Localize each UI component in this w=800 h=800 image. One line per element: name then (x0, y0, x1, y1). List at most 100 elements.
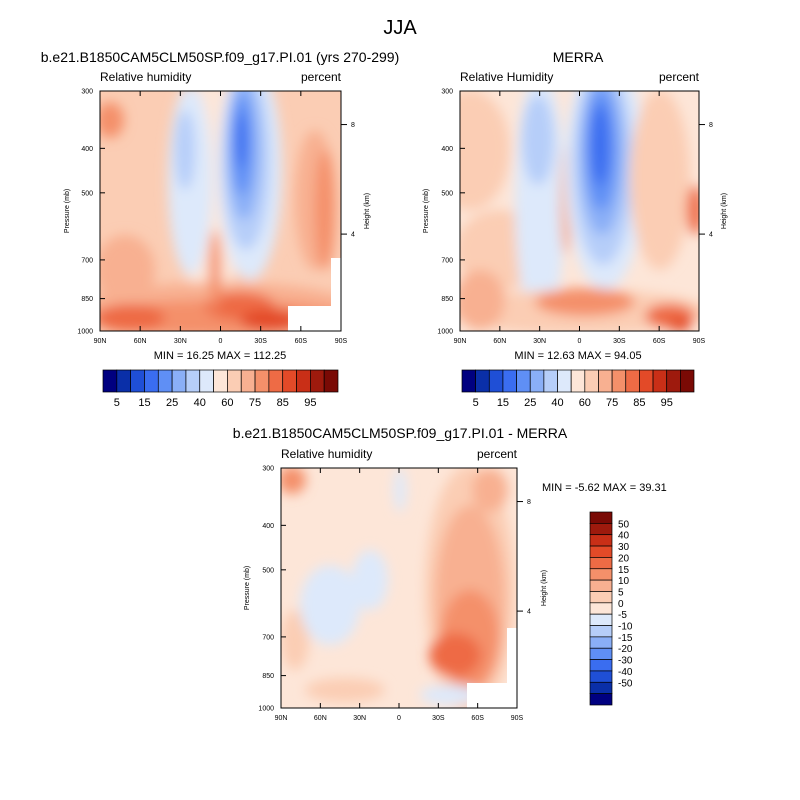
height-tick-label: 4 (527, 609, 531, 616)
colorbar-swatch (296, 369, 311, 393)
colorbar-label: 95 (661, 397, 673, 409)
x-tick-label: 30S (432, 715, 445, 722)
colorbar-swatch (589, 625, 613, 638)
x-tick-label: 60S (471, 715, 484, 722)
panel-right-label: percent (659, 70, 700, 84)
contour-field (281, 468, 517, 708)
colorbar-label: 5 (473, 397, 479, 409)
x-axis: 90N 60N 30N 0 30S 60S 90S (94, 91, 348, 345)
height-axis-label: Height (km) (721, 193, 728, 229)
colorbar-swatch (502, 369, 517, 393)
colorbar-swatch (240, 369, 256, 393)
colorbar-swatch (529, 369, 545, 393)
colorbar-swatch (589, 693, 613, 706)
colorbar-swatch (589, 659, 613, 672)
colorbar-swatch (323, 369, 339, 393)
colorbar-swatch (130, 369, 145, 393)
y-tick-label: 700 (262, 634, 274, 641)
colorbar-swatch (652, 369, 668, 393)
x-tick-label: 30S (254, 338, 267, 345)
colorbar-swatch (199, 369, 214, 393)
y-tick-label: 400 (81, 146, 93, 153)
colorbar-swatch (639, 369, 654, 393)
colorbar-swatch (584, 369, 599, 393)
colorbar-swatch (268, 369, 284, 393)
colorbar-swatch (589, 602, 613, 615)
colorbar-swatch (589, 579, 613, 592)
x-tick-label: 60N (493, 338, 506, 345)
colorbar-swatch (589, 568, 613, 581)
height-axis: 84 (341, 122, 355, 239)
colorbar-label: 95 (304, 397, 316, 409)
x-axis: 90N 60N 30N 0 30S 60S 90S (275, 468, 524, 722)
height-axis-label: Height (km) (541, 570, 548, 606)
height-tick-label: 8 (351, 122, 355, 129)
colorbar-label: -50 (618, 678, 633, 689)
panel-title: b.e21.B1850CAM5CLM50SP.f09_g17.PI.01 (yr… (41, 49, 400, 65)
panel-right-label: percent (301, 70, 342, 84)
height-tick-label: 8 (527, 499, 531, 506)
colorbar-swatch (116, 369, 131, 393)
colorbar-label: 10 (618, 576, 630, 587)
y-tick-label: 300 (81, 89, 93, 96)
height-tick-label: 4 (351, 232, 355, 239)
colorbar-label: -10 (618, 622, 633, 633)
colorbar-label: 40 (618, 531, 630, 542)
colorbar-swatch (310, 369, 325, 393)
x-tick-label: 90S (511, 715, 524, 722)
colorbar-swatch (589, 511, 613, 524)
colorbar-swatch (625, 369, 640, 393)
colorbar-swatch (589, 681, 613, 694)
y-tick-label: 500 (81, 190, 93, 197)
colorbar-swatch (611, 369, 627, 393)
x-tick-label: 60S (653, 338, 666, 345)
panel-left-label: Relative humidity (281, 447, 372, 461)
colorbar-label: 60 (579, 397, 591, 409)
x-tick-label: 90S (335, 338, 348, 345)
x-tick-label: 90N (94, 338, 107, 345)
colorbar-swatch (589, 636, 613, 649)
x-tick-label: 0 (219, 338, 223, 345)
x-tick-label: 60N (134, 338, 147, 345)
colorbar-label: 20 (618, 553, 630, 564)
min-max-stats: MIN = 16.25 MAX = 112.25 (154, 350, 286, 362)
colorbar-label: 85 (277, 397, 289, 409)
y-axis-label: Pressure (mb) (244, 566, 251, 610)
height-axis: 84 (699, 122, 713, 239)
colorbar-label: -30 (618, 656, 633, 667)
panel-left-label: Relative Humidity (460, 70, 553, 84)
y-tick-label: 700 (441, 257, 453, 264)
height-axis: 84 (517, 499, 531, 616)
colorbar-label: 25 (166, 397, 178, 409)
colorbar-label: 15 (618, 565, 630, 576)
contour-field (100, 91, 341, 331)
colorbar-label: 75 (606, 397, 618, 409)
colorbar-swatch (516, 369, 531, 393)
colorbar-swatch (102, 369, 118, 393)
colorbar-swatch (185, 369, 201, 393)
y-tick-label: 850 (262, 673, 274, 680)
x-tick-label: 30N (353, 715, 366, 722)
x-axis: 90N 60N 30N 0 30S 60S 90S (454, 91, 706, 345)
y-tick-label: 850 (81, 296, 93, 303)
colorbar-swatch (282, 369, 297, 393)
x-tick-label: 30N (174, 338, 187, 345)
colorbar-label: 5 (618, 587, 624, 598)
colorbar-label: 25 (524, 397, 536, 409)
y-axis-label: Pressure (mb) (423, 189, 430, 233)
colorbar-label: 15 (138, 397, 150, 409)
colorbar-swatch (543, 369, 558, 393)
y-tick-label: 1000 (437, 329, 453, 336)
colorbar-swatch (254, 369, 270, 393)
colorbar-swatch (570, 369, 586, 393)
panel-right-label: percent (477, 447, 518, 461)
x-tick-label: 30S (613, 338, 626, 345)
x-tick-label: 90N (454, 338, 467, 345)
colorbar-label: 75 (249, 397, 261, 409)
colorbar: 5 15 25 40 60 75 85 95 (102, 369, 339, 409)
panel-left-label: Relative humidity (100, 70, 191, 84)
colorbar-label: -5 (618, 610, 627, 621)
x-tick-label: 0 (578, 338, 582, 345)
colorbar-label: 0 (618, 599, 624, 610)
